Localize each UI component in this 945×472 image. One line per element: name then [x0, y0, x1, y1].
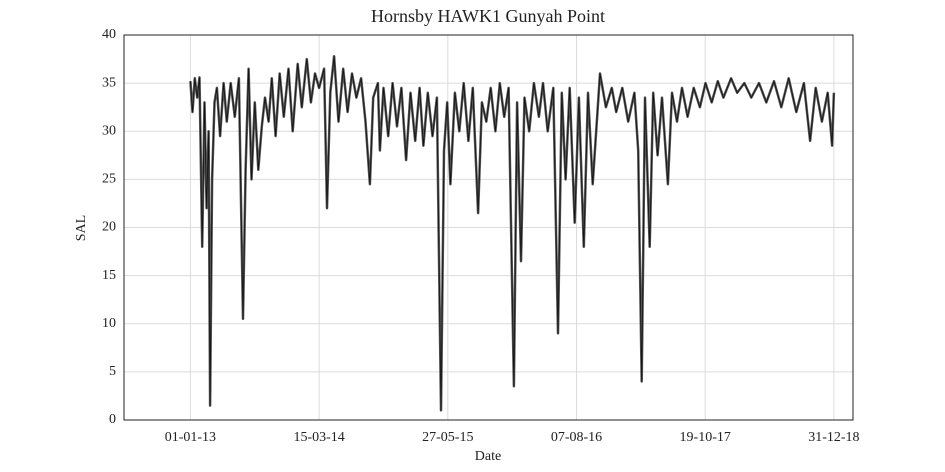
y-axis-label: SAL	[74, 215, 89, 241]
y-tick-label: 20	[102, 220, 116, 235]
y-tick-label: 15	[102, 268, 116, 283]
plot-frame	[123, 34, 854, 421]
y-tick-label: 25	[102, 172, 116, 187]
x-tick-label: 07-08-16	[551, 430, 602, 445]
x-axis-label: Date	[475, 449, 501, 464]
x-tick-label: 01-01-13	[165, 430, 216, 445]
y-tick-label: 30	[102, 123, 116, 138]
y-tick-label: 10	[102, 316, 116, 331]
x-tick-label: 31-12-18	[808, 430, 859, 445]
y-tick-label: 40	[102, 27, 116, 42]
chart-title: Hornsby HAWK1 Gunyah Point	[371, 6, 605, 26]
y-tick-label: 35	[102, 75, 116, 90]
x-tick-label: 27-05-15	[422, 430, 473, 445]
x-tick-label: 15-03-14	[293, 430, 344, 445]
data-line-edge	[190, 55, 835, 411]
x-tick-label: 19-10-17	[680, 430, 731, 445]
y-tick-label: 0	[109, 412, 116, 427]
y-tick-label: 5	[109, 364, 116, 379]
